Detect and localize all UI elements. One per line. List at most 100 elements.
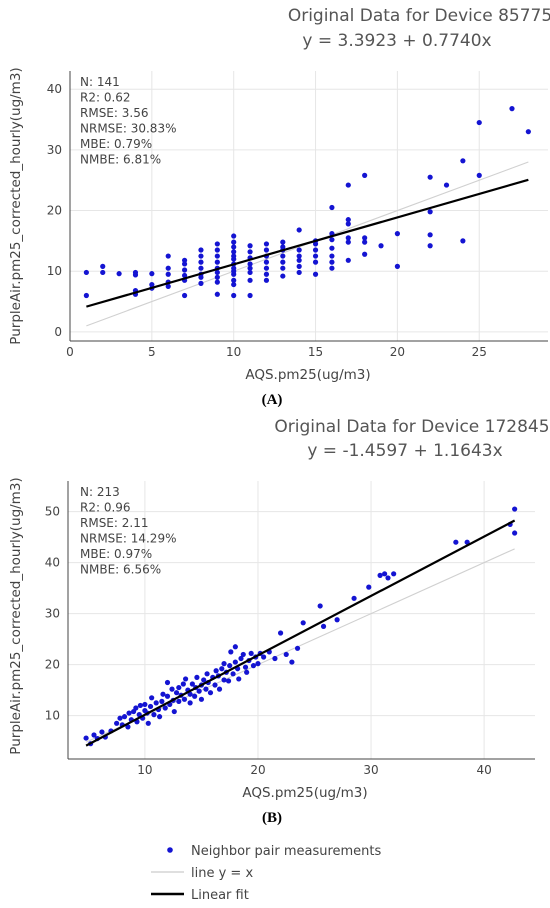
chart-a-data-point — [263, 277, 270, 283]
chart-b-data-point — [382, 571, 388, 577]
chart-a-stat-text: MBE: 0.79% — [80, 137, 152, 151]
chart-b-data-point — [366, 584, 372, 590]
chart-b-data-point — [137, 702, 143, 709]
chart-a-data-point — [296, 253, 302, 259]
chart-a-data-point — [247, 261, 253, 267]
chart-a-data-point — [345, 235, 351, 241]
chart-a-data-point — [476, 172, 482, 178]
chart-a-data-point — [247, 243, 253, 249]
chart-b-data-point — [317, 603, 323, 609]
chart-a-x-tick-label: 25 — [472, 345, 487, 359]
chart-a-fit-line — [86, 178, 529, 308]
chart-a-data-point — [296, 227, 302, 233]
chart-b-x-tick-label: 30 — [363, 763, 378, 777]
chart-b-data-point — [114, 720, 120, 726]
chart-a-data-point — [280, 273, 286, 279]
chart-b-y-tick-label: 50 — [45, 505, 60, 519]
chart-b-data-point — [180, 681, 186, 687]
chart-a-data-point — [329, 237, 335, 243]
chart-a-data-point — [181, 272, 188, 279]
chart-a-data-point — [198, 247, 204, 253]
chart-b-data-point — [196, 688, 202, 694]
chart-b-data-point — [189, 681, 195, 687]
chart-a-data-point — [214, 259, 220, 265]
chart-a-data-point — [181, 261, 188, 267]
chart-b-data-point — [377, 572, 383, 578]
chart-b-data-point — [194, 674, 200, 680]
chart-a-data-point — [214, 269, 220, 276]
chart-b-data-point — [160, 691, 166, 697]
chart-a-data-point — [231, 265, 237, 271]
chart-b-data-point — [277, 630, 284, 636]
chart-b-data-point — [117, 715, 123, 721]
chart-a-data-point — [100, 263, 106, 269]
legend-label-linear-fit: Linear fit — [191, 888, 249, 903]
chart-a-data-point — [231, 277, 237, 283]
chart-b-data-point — [153, 700, 159, 706]
chart-a-y-tick-label: 0 — [54, 325, 62, 339]
chart-b-x-tick-label: 10 — [137, 763, 152, 777]
chart-a-data-point — [280, 239, 286, 245]
chart-b-data-point — [261, 654, 267, 660]
chart-a-stat-text: RMSE: 3.56 — [80, 106, 148, 120]
chart-a-y-tick-label: 10 — [47, 264, 62, 278]
chart-b-data-point — [464, 539, 470, 545]
chart-b-data-point — [147, 703, 154, 710]
panel-b-label: (B) — [262, 810, 282, 826]
chart-b-data-point — [156, 714, 163, 720]
chart-b-data-point — [242, 664, 249, 670]
panel-a: Original Data for Device 85775 y = 3.392… — [8, 6, 550, 408]
chart-b-data-point — [83, 735, 89, 741]
chart-a-data-point — [443, 182, 450, 188]
chart-a-data-point — [312, 271, 319, 277]
chart-a-stat-text: R2: 0.62 — [80, 91, 131, 105]
chart-b-stat-text: RMSE: 2.11 — [80, 516, 148, 530]
chart-a-data-point — [214, 253, 220, 259]
chart-b-x-tick-label: 40 — [476, 763, 491, 777]
chart-b-data-point — [213, 668, 219, 674]
chart-a-data-point — [181, 292, 188, 299]
chart-a-data-point — [394, 263, 400, 269]
chart-b-data-point — [181, 696, 188, 702]
chart-b-y-tick-label: 10 — [45, 709, 60, 723]
chart-b-y-tick-label: 30 — [45, 607, 60, 621]
chart-b-data-point — [221, 661, 227, 667]
chart-a-data-point — [149, 281, 155, 288]
chart-a-data-point — [247, 249, 253, 255]
chart-a-title-line1: Original Data for Device 85775 — [288, 6, 550, 26]
chart-a-data-point — [165, 271, 171, 277]
chart-b-data-point — [176, 698, 182, 704]
chart-a-data-point — [263, 259, 270, 265]
chart-a-data-point — [312, 253, 319, 259]
chart-b-data-point — [91, 732, 97, 738]
chart-b-data-point — [187, 700, 193, 706]
chart-a-data-point — [198, 265, 204, 271]
chart-b-data-point — [133, 705, 139, 711]
chart-a-x-tick-label: 20 — [390, 345, 405, 359]
chart-a-x-tick-label: 15 — [308, 345, 323, 359]
chart-b-data-point — [171, 708, 177, 715]
chart-a-data-point — [247, 292, 253, 299]
chart-a-y-axis-label: PurpleAir.pm25_corrected_hourly(ug/m3) — [8, 67, 24, 344]
chart-b-data-point — [238, 655, 244, 662]
chart-a-data-point — [525, 129, 531, 135]
legend-label-identity-line: line y = x — [191, 866, 253, 881]
panel-b: Original Data for Device 172845 y = -1.4… — [8, 417, 550, 826]
chart-b-data-point — [173, 690, 180, 696]
chart-a-x-tick-label: 10 — [226, 345, 241, 359]
chart-b-data-point — [192, 693, 198, 699]
chart-b-data-point — [142, 701, 148, 708]
chart-b-stat-text: R2: 0.96 — [80, 501, 131, 515]
chart-a-data-point — [263, 271, 270, 277]
chart-a-data-point — [329, 265, 335, 271]
chart-b-x-tick-label: 20 — [250, 763, 265, 777]
legend-marker-icon — [167, 847, 173, 853]
chart-a-x-axis-label: AQS.pm25(ug/m3) — [245, 367, 370, 383]
chart-b-data-point — [207, 690, 214, 696]
chart-b-data-point — [182, 676, 189, 682]
chart-b-y-tick-label: 20 — [45, 658, 60, 672]
chart-a-data-point — [231, 281, 237, 288]
legend-item-linear-fit: Linear fit — [151, 888, 249, 903]
